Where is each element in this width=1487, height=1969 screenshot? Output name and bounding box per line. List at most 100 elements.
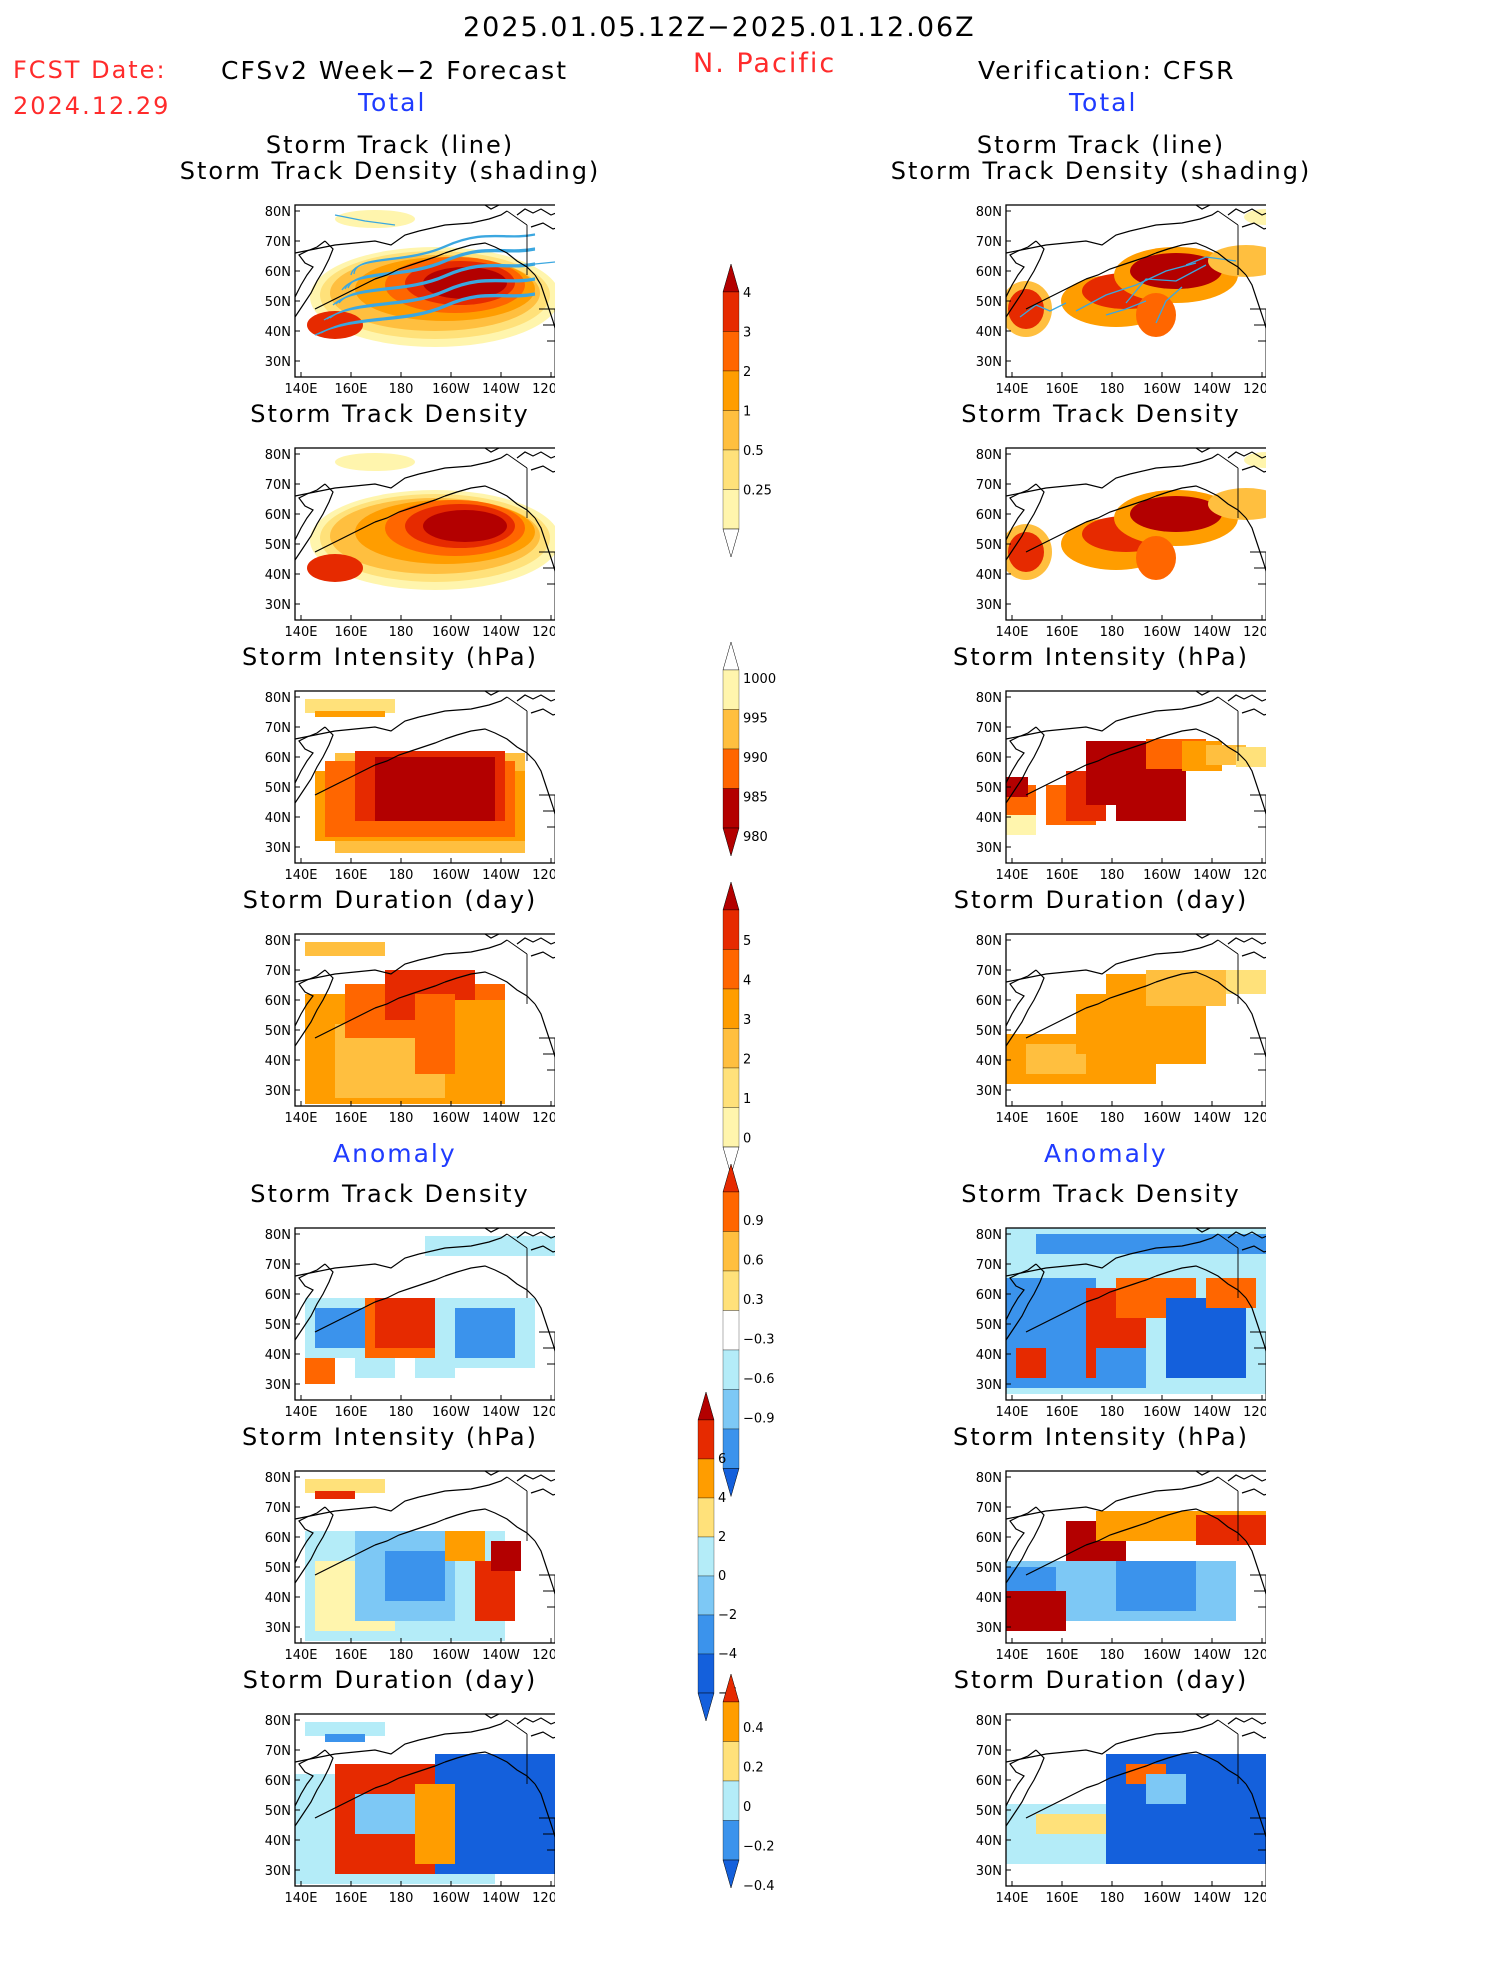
svg-text:160W: 160W bbox=[432, 1405, 470, 1420]
svg-text:160E: 160E bbox=[1045, 625, 1078, 640]
svg-text:50N: 50N bbox=[265, 1561, 291, 1576]
svg-text:1000: 1000 bbox=[743, 672, 776, 687]
svg-text:140E: 140E bbox=[284, 382, 317, 397]
svg-text:−0.9: −0.9 bbox=[743, 1412, 775, 1427]
svg-text:180: 180 bbox=[1100, 1405, 1125, 1420]
svg-text:120W: 120W bbox=[1243, 1405, 1266, 1420]
svg-text:40N: 40N bbox=[976, 1348, 1002, 1363]
svg-text:1: 1 bbox=[743, 1092, 751, 1107]
svg-text:160E: 160E bbox=[334, 868, 367, 883]
svg-text:70N: 70N bbox=[976, 1501, 1002, 1516]
svg-text:140W: 140W bbox=[1193, 868, 1231, 883]
title-track-shading-left: Storm Track Density (shading) bbox=[179, 157, 601, 185]
svg-text:160E: 160E bbox=[334, 1891, 367, 1906]
svg-text:160E: 160E bbox=[334, 1405, 367, 1420]
svg-text:3: 3 bbox=[743, 1013, 751, 1028]
svg-text:−0.2: −0.2 bbox=[743, 1840, 775, 1855]
svg-text:160E: 160E bbox=[1045, 382, 1078, 397]
svg-text:50N: 50N bbox=[976, 538, 1002, 553]
svg-text:120W: 120W bbox=[1243, 1111, 1266, 1126]
svg-text:120W: 120W bbox=[1243, 1648, 1266, 1663]
svg-text:160W: 160W bbox=[1143, 625, 1181, 640]
svg-text:80N: 80N bbox=[976, 448, 1002, 463]
title-duration-anom-left: Storm Duration (day) bbox=[242, 1666, 538, 1694]
svg-text:160W: 160W bbox=[432, 868, 470, 883]
svg-text:140W: 140W bbox=[482, 1405, 520, 1420]
svg-text:180: 180 bbox=[1100, 1891, 1125, 1906]
svg-text:70N: 70N bbox=[976, 235, 1002, 250]
svg-text:80N: 80N bbox=[976, 934, 1002, 949]
svg-text:985: 985 bbox=[743, 791, 768, 806]
svg-text:40N: 40N bbox=[265, 1834, 291, 1849]
svg-text:30N: 30N bbox=[976, 598, 1002, 613]
svg-text:30N: 30N bbox=[976, 1378, 1002, 1393]
svg-text:180: 180 bbox=[1100, 382, 1125, 397]
svg-text:40N: 40N bbox=[976, 1834, 1002, 1849]
svg-text:140W: 140W bbox=[482, 1891, 520, 1906]
svg-text:3: 3 bbox=[743, 326, 751, 341]
title-duration-right: Storm Duration (day) bbox=[953, 886, 1249, 914]
svg-text:120W: 120W bbox=[532, 1648, 555, 1663]
svg-text:50N: 50N bbox=[976, 1318, 1002, 1333]
svg-text:60N: 60N bbox=[265, 994, 291, 1009]
svg-text:70N: 70N bbox=[976, 721, 1002, 736]
map-intensity-anom-forecast: 140E 160E 180 160W 140W 120W 80N 70N 60N 50N 40N 30… bbox=[255, 1463, 555, 1663]
svg-text:140W: 140W bbox=[482, 382, 520, 397]
svg-text:60N: 60N bbox=[265, 1531, 291, 1546]
svg-text:980: 980 bbox=[743, 830, 768, 845]
svg-text:50N: 50N bbox=[265, 538, 291, 553]
svg-text:2: 2 bbox=[718, 1530, 726, 1545]
svg-text:0.4: 0.4 bbox=[743, 1721, 764, 1736]
colorbar-duration-anom: 0.4 0.2 0 −0.2 −0.4 bbox=[715, 1672, 805, 1969]
svg-text:6: 6 bbox=[718, 1452, 726, 1467]
colorbar-density-total: 4 3 2 1 0.5 0.25 bbox=[715, 262, 805, 638]
svg-text:160E: 160E bbox=[1045, 1111, 1078, 1126]
svg-text:180: 180 bbox=[1100, 1648, 1125, 1663]
svg-text:140W: 140W bbox=[482, 868, 520, 883]
svg-text:180: 180 bbox=[1100, 1111, 1125, 1126]
svg-text:140W: 140W bbox=[1193, 625, 1231, 640]
svg-text:60N: 60N bbox=[976, 508, 1002, 523]
svg-text:−2: −2 bbox=[718, 1608, 737, 1623]
title-density-right: Storm Track Density bbox=[961, 400, 1241, 428]
svg-text:80N: 80N bbox=[265, 205, 291, 220]
svg-text:30N: 30N bbox=[265, 1864, 291, 1879]
svg-text:140E: 140E bbox=[284, 1405, 317, 1420]
svg-text:180: 180 bbox=[389, 1648, 414, 1663]
svg-text:160W: 160W bbox=[1143, 868, 1181, 883]
svg-text:30N: 30N bbox=[265, 841, 291, 856]
svg-text:40N: 40N bbox=[976, 1591, 1002, 1606]
svg-text:140E: 140E bbox=[995, 1405, 1028, 1420]
title-track-shading-right: Storm Track Density (shading) bbox=[890, 157, 1312, 185]
svg-text:160W: 160W bbox=[1143, 1405, 1181, 1420]
svg-text:160E: 160E bbox=[334, 1111, 367, 1126]
map-duration-verification: 140E 160E 180 160W 140W 120W 80N 70N 60N 50N 40N 30… bbox=[966, 926, 1266, 1126]
svg-text:160W: 160W bbox=[1143, 1648, 1181, 1663]
svg-text:0.25: 0.25 bbox=[743, 484, 772, 499]
svg-text:2: 2 bbox=[743, 1053, 751, 1068]
svg-text:80N: 80N bbox=[265, 1228, 291, 1243]
svg-text:60N: 60N bbox=[265, 265, 291, 280]
map-duration-anom-forecast: 140E 160E 180 160W 140W 120W 80N 70N 60N 50N 40N 30… bbox=[255, 1706, 555, 1906]
title-intensity-right: Storm Intensity (hPa) bbox=[953, 643, 1249, 671]
map-density-anom-verification: 140E 160E 180 160W 140W 120W 80N 70N 60N 50N 40N 30… bbox=[966, 1220, 1266, 1420]
svg-text:80N: 80N bbox=[265, 448, 291, 463]
svg-text:80N: 80N bbox=[265, 934, 291, 949]
svg-text:40N: 40N bbox=[265, 1348, 291, 1363]
svg-text:0.5: 0.5 bbox=[743, 444, 764, 459]
svg-text:990: 990 bbox=[743, 751, 768, 766]
svg-text:40N: 40N bbox=[976, 811, 1002, 826]
svg-text:120W: 120W bbox=[1243, 382, 1266, 397]
svg-text:40N: 40N bbox=[265, 568, 291, 583]
fcst-date-value: 2024.12.29 bbox=[13, 92, 171, 120]
svg-text:80N: 80N bbox=[976, 205, 1002, 220]
right-column-title: Verification: CFSR bbox=[978, 56, 1236, 85]
colorbar-density-anom: 0.9 0.6 0.3 −0.3 −0.6 −0.9 bbox=[715, 1162, 805, 1578]
svg-text:40N: 40N bbox=[976, 568, 1002, 583]
left-anomaly-label: Anomaly bbox=[333, 1139, 457, 1168]
svg-text:180: 180 bbox=[389, 1111, 414, 1126]
svg-text:40N: 40N bbox=[976, 325, 1002, 340]
title-duration-anom-right: Storm Duration (day) bbox=[953, 1666, 1249, 1694]
svg-text:120W: 120W bbox=[532, 382, 555, 397]
svg-text:120W: 120W bbox=[532, 1405, 555, 1420]
